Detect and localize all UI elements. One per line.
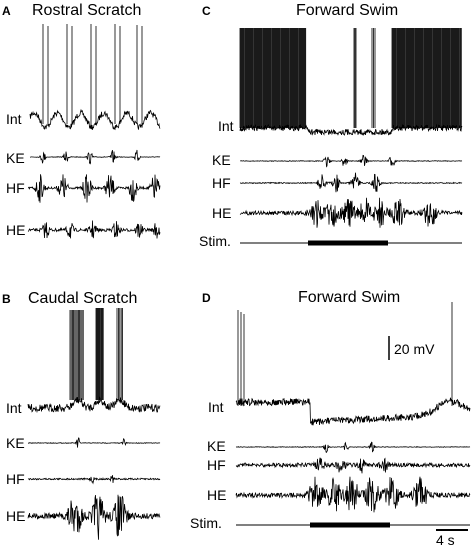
panel-c-he-label: HE [212, 205, 231, 221]
panel-c-hf-label: HF [212, 175, 231, 191]
panel-d-hf-trace [235, 457, 471, 474]
panel-b-hf-trace [27, 475, 161, 485]
panel-a-hf-trace [27, 174, 161, 203]
panel-a-ke-label: KE [6, 150, 25, 166]
panel-c-stim-bar [308, 240, 388, 246]
panel-d-title: Forward Swim [298, 289, 400, 306]
panel-c-title: Forward Swim [296, 2, 398, 19]
panel-b-hf-label: HF [6, 471, 25, 487]
panel-c-letter: C [202, 4, 211, 18]
panel-d-ke-label: KE [207, 438, 226, 454]
panel-d-he-label: HE [207, 487, 226, 503]
panel-a-ke-trace [29, 149, 161, 165]
panel-b-he-trace [27, 494, 161, 540]
panel-a-letter: A [2, 4, 11, 18]
panel-c-hf-trace [239, 172, 463, 193]
panel-c-ke-label: KE [212, 152, 231, 168]
time-scale-label: 4 s [436, 532, 455, 548]
panel-d-stim-label: Stim. [190, 515, 222, 531]
panel-b-int-label: Int [6, 400, 22, 416]
panel-b-he-label: HE [6, 508, 25, 524]
panel-a-he-trace [27, 220, 161, 239]
panel-c: C Forward Swim Int KE HF HE Stim. [199, 2, 463, 249]
panel-d: D Forward Swim Int KE HF HE Stim. 20 mV … [190, 289, 471, 548]
voltage-scale-label: 20 mV [394, 341, 435, 357]
panel-a-int-trace [29, 24, 161, 131]
panel-d-ke-trace [235, 441, 471, 454]
panel-d-he-trace [235, 476, 471, 513]
panel-a-he-label: HE [6, 222, 25, 238]
panel-d-int-label: Int [208, 399, 224, 415]
panel-b-ke-label: KE [6, 435, 25, 451]
panel-c-he-trace [239, 197, 463, 228]
panel-a: A Rostral Scratch Int KE HF HE [2, 2, 161, 239]
panel-b-title: Caudal Scratch [28, 290, 137, 307]
panel-c-stim-label: Stim. [199, 233, 231, 249]
panel-c-int-trace [239, 28, 463, 137]
panel-a-title: Rostral Scratch [32, 2, 141, 19]
panel-d-letter: D [202, 291, 211, 305]
panel-b-ke-trace [28, 437, 161, 448]
panel-b: B Caudal Scratch Int KE HF HE [2, 290, 161, 540]
panel-d-stim-bar [310, 522, 390, 528]
panel-b-letter: B [2, 292, 11, 306]
panel-c-int-label: Int [218, 118, 234, 134]
panel-a-hf-label: HF [6, 180, 25, 196]
panel-d-hf-label: HF [207, 457, 226, 473]
panel-a-int-label: Int [6, 111, 22, 127]
panel-b-int-trace [27, 308, 161, 414]
panel-d-int-trace [235, 302, 471, 426]
panel-c-ke-trace [240, 154, 463, 168]
